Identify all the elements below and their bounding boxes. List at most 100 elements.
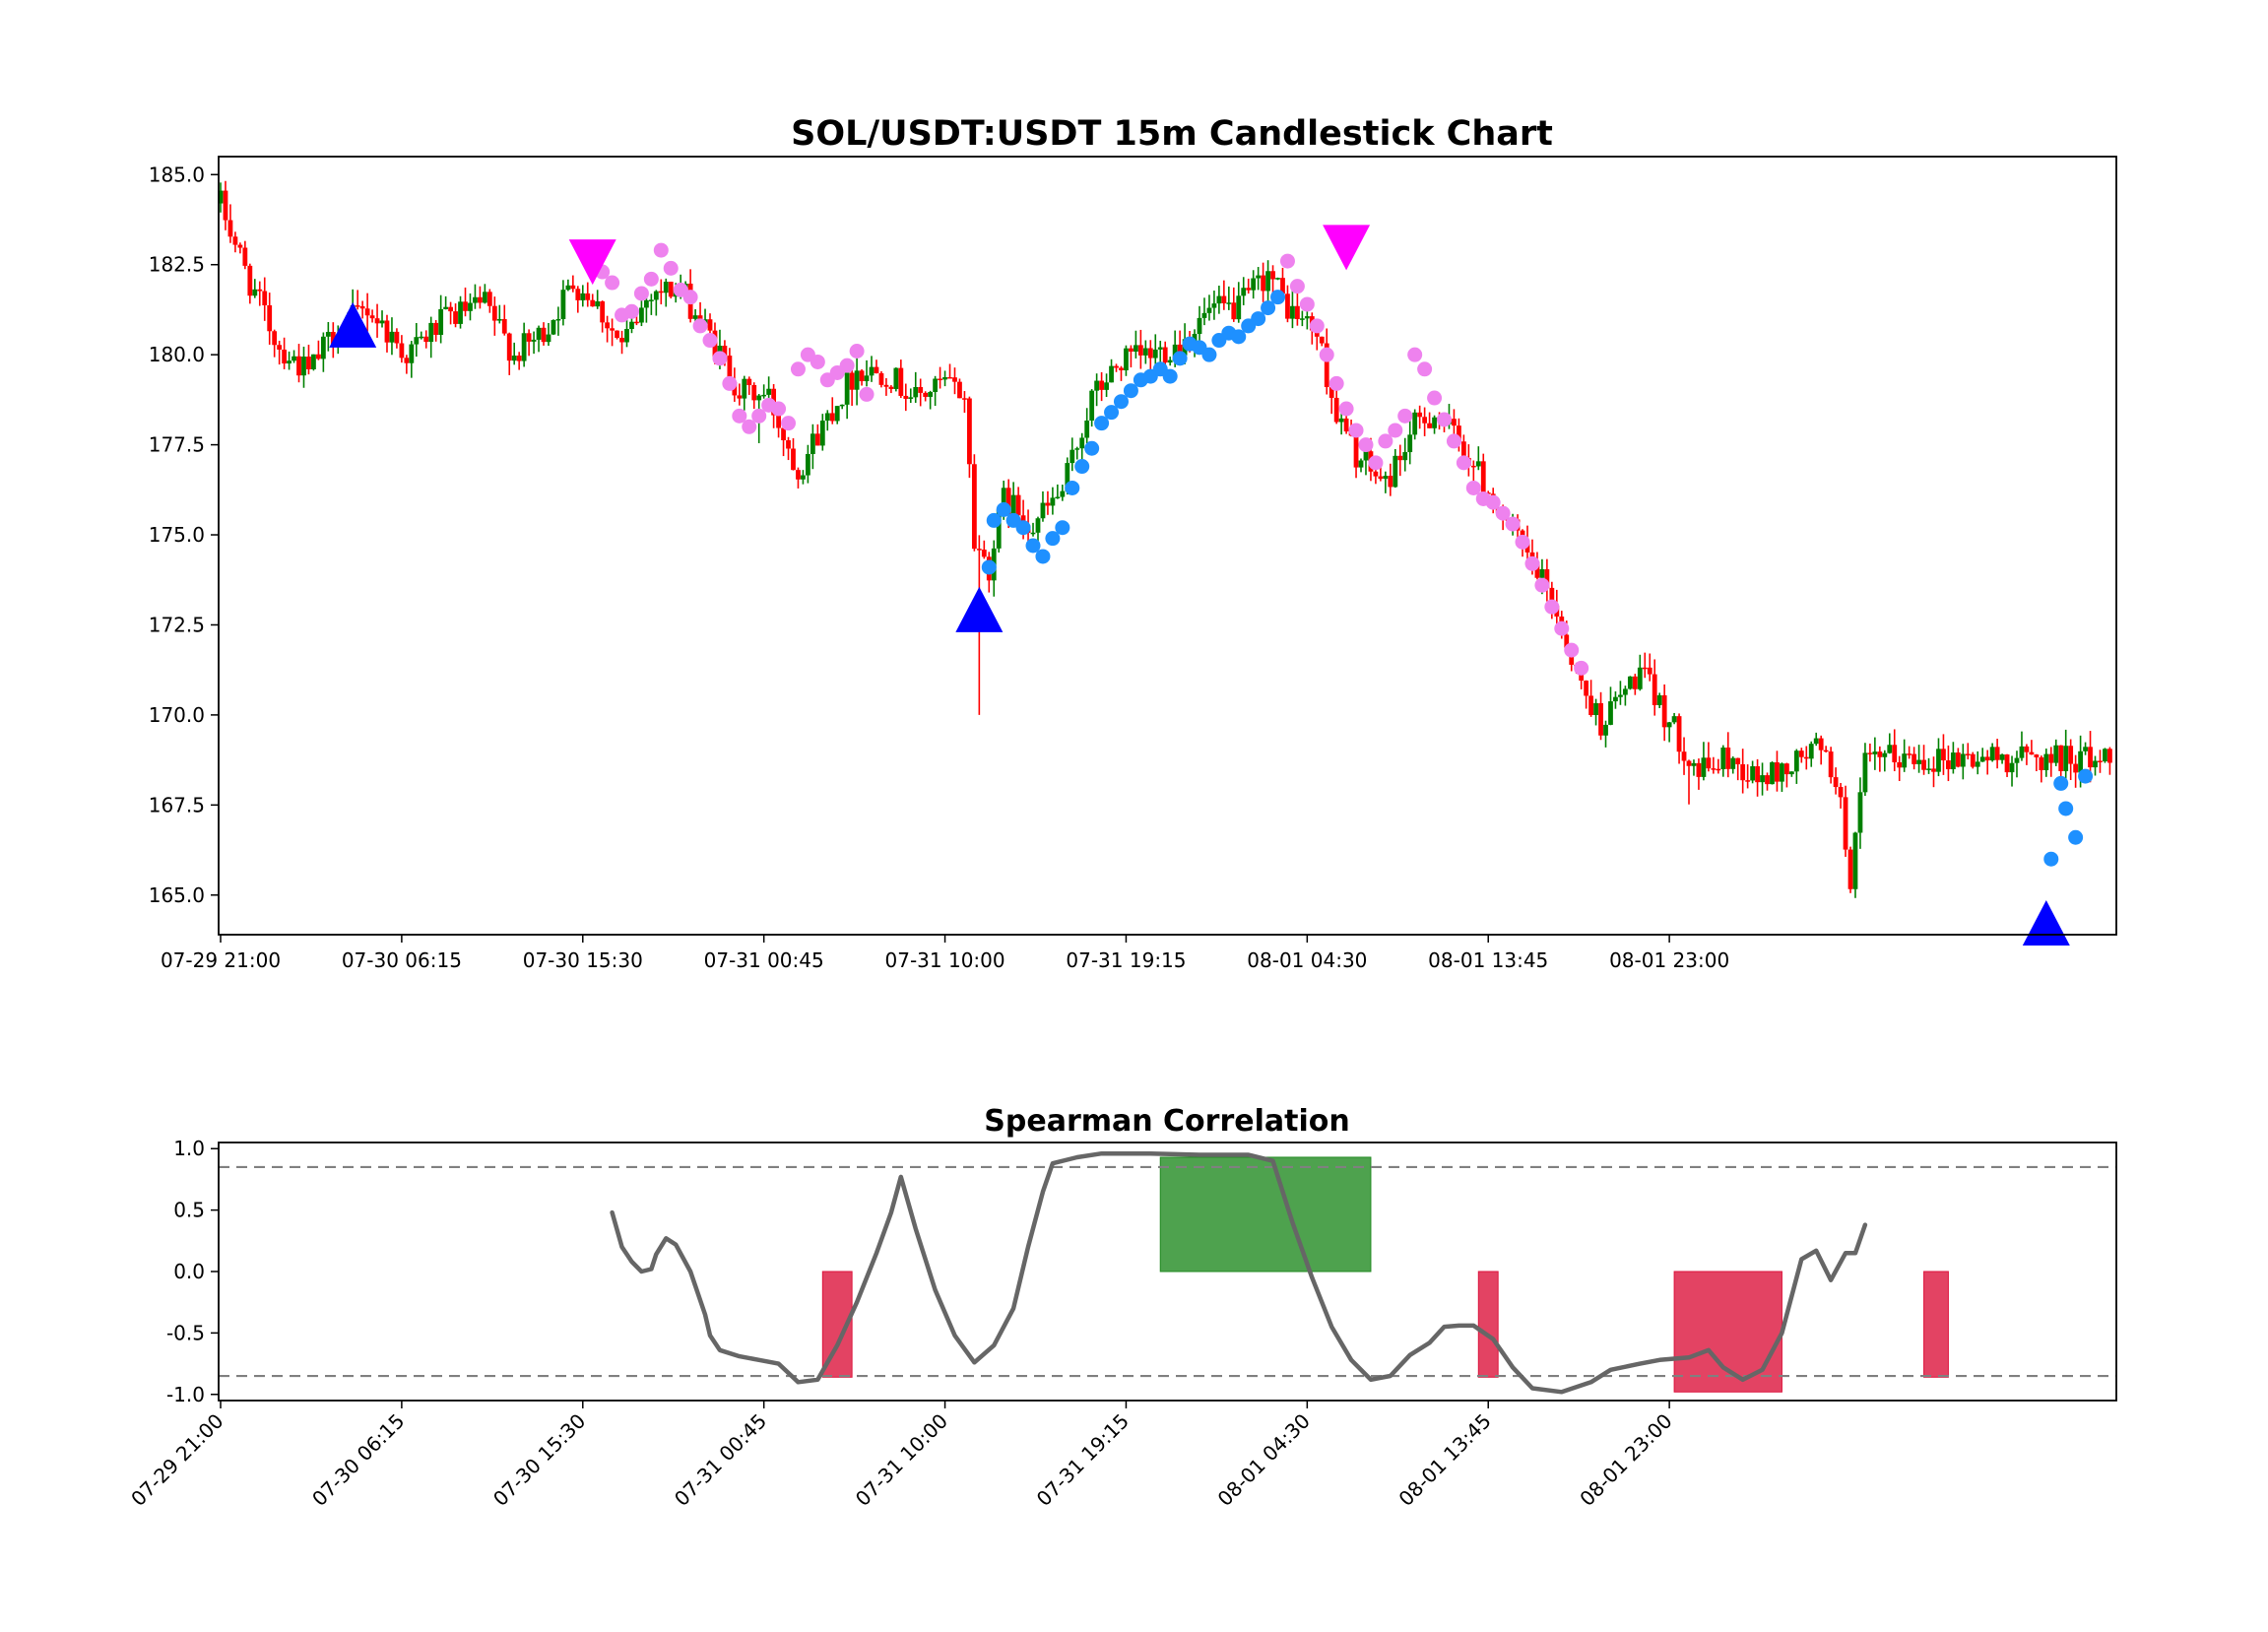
- candle-body: [996, 509, 1002, 549]
- candle-body: [1828, 751, 1834, 778]
- candle-body: [320, 336, 326, 359]
- correlation-bar: [1923, 1271, 1949, 1378]
- y-tick-label: 1.0: [173, 1137, 205, 1160]
- candle-body: [1965, 753, 1971, 755]
- spearman-line-series: [610, 1150, 1868, 1395]
- candle-body: [844, 372, 850, 405]
- short-signal-dot: [1338, 401, 1354, 417]
- candle-body: [947, 376, 952, 379]
- y-tick-label: 185.0: [149, 163, 205, 186]
- spearman-line: [610, 1150, 1868, 1395]
- candle-body: [981, 550, 987, 557]
- long-signal-dot: [1251, 311, 1266, 327]
- candle-body: [722, 346, 728, 357]
- candle-body: [1999, 754, 2005, 760]
- candle-body: [839, 404, 845, 407]
- candle-body: [1564, 634, 1570, 648]
- y-tick-label: 167.5: [149, 793, 205, 816]
- long-signal-dot: [1123, 383, 1138, 399]
- candle-body: [2083, 747, 2088, 751]
- spearman-chart-title: Spearman Correlation: [984, 1104, 1349, 1139]
- y-tick-label: 182.5: [149, 253, 205, 277]
- long-signal-dot: [1055, 520, 1070, 536]
- candle-body: [1236, 295, 1242, 320]
- candle-body: [1656, 694, 1662, 705]
- short-signal-dot: [1446, 433, 1461, 449]
- candle-body: [938, 378, 942, 381]
- short-signal-dot: [722, 375, 738, 391]
- candle-body: [2107, 749, 2112, 763]
- candle-body: [1857, 792, 1863, 833]
- candle-body: [1338, 418, 1344, 423]
- long-signal-dot: [1074, 459, 1090, 475]
- candle-body: [864, 375, 870, 382]
- long-signal-dot: [1201, 347, 1217, 362]
- candle-body: [1378, 476, 1384, 480]
- candle-body: [1358, 460, 1364, 468]
- candle-body: [1299, 318, 1305, 320]
- candle-body: [511, 356, 517, 361]
- short-signal-dot: [663, 260, 679, 276]
- long-signal-dot: [1094, 416, 1110, 431]
- candle-body: [1397, 455, 1403, 461]
- candle-body: [2048, 753, 2054, 763]
- candle-body: [1539, 568, 1545, 578]
- long-signal-dot: [1045, 531, 1061, 547]
- candle-body: [1216, 295, 1222, 304]
- candle-body: [1427, 423, 1432, 428]
- candle-body: [1770, 762, 1775, 785]
- short-signal-dot: [1505, 516, 1521, 532]
- candle-body: [1730, 757, 1736, 769]
- candle-body: [824, 413, 830, 422]
- candle-body: [1642, 667, 1648, 670]
- short-signal-dot: [1437, 412, 1452, 427]
- candle-body: [1784, 763, 1789, 775]
- candle-body: [801, 475, 806, 480]
- candle-body: [615, 330, 619, 339]
- candle-body: [1129, 348, 1134, 352]
- candle-body: [814, 433, 820, 446]
- long-signal-dot: [1084, 440, 1100, 456]
- candle-body: [1652, 674, 1657, 705]
- candle-body: [374, 318, 380, 324]
- candle-body: [1035, 518, 1041, 533]
- candle-body: [1955, 752, 1961, 767]
- candle-body: [1745, 780, 1751, 782]
- candlestick-y-axis: 165.0 167.5 170.0 172.5 175.0 177.5 180.0 182.5…: [149, 163, 219, 907]
- candle-body: [2043, 753, 2049, 771]
- y-tick-label: 177.5: [149, 433, 205, 457]
- candle-body: [272, 331, 278, 346]
- candle-body: [414, 337, 420, 345]
- candle-body: [1588, 695, 1593, 715]
- candle-body: [1755, 766, 1760, 783]
- short-signal-dot: [702, 333, 718, 349]
- candle-body: [1593, 702, 1598, 715]
- y-tick-label: -1.0: [166, 1383, 205, 1406]
- short-signal-dot: [1564, 642, 1580, 658]
- short-signal-dot: [605, 275, 620, 291]
- candle-body: [1608, 701, 1613, 725]
- candle-body: [443, 306, 449, 309]
- candle-body: [1373, 471, 1379, 477]
- candle-body: [1632, 676, 1638, 689]
- candle-body: [1177, 344, 1183, 356]
- buy-triangle-marker: [955, 586, 1004, 632]
- candle-body: [1275, 278, 1280, 280]
- candle-body: [394, 331, 400, 344]
- candle-body: [2098, 760, 2103, 763]
- candlestick-chart-title: SOL/USDT:USDT 15m Candlestick Chart: [791, 114, 1553, 154]
- candle-body: [1363, 451, 1369, 461]
- candle-body: [570, 285, 576, 290]
- short-signal-dot: [1456, 455, 1471, 471]
- candle-body: [1701, 757, 1707, 777]
- candle-body: [727, 356, 733, 382]
- candle-body: [468, 302, 473, 311]
- candle-body: [1407, 434, 1413, 453]
- candle-body: [1040, 502, 1046, 519]
- candle-body: [482, 292, 487, 303]
- candle-body: [1314, 330, 1320, 337]
- short-signal-dot: [1378, 433, 1393, 449]
- candle-body: [1681, 751, 1687, 761]
- long-signal-dot: [1270, 290, 1286, 305]
- candle-body: [918, 386, 924, 393]
